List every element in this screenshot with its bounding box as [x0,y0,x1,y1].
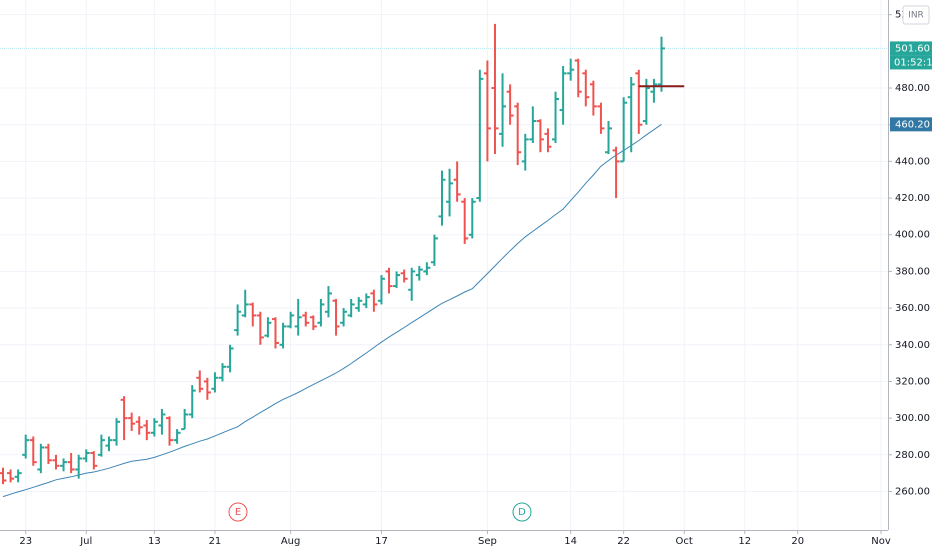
event-dividend[interactable] [512,502,532,522]
y-tick-label: 320.00 [895,376,930,387]
currency-box [902,5,930,25]
x-tick-label: 22 [617,536,630,547]
x-tick-label: Sep [478,536,497,547]
event-label: E [235,507,241,518]
y-tick-label: 340.00 [895,340,930,351]
y-tick-label: 260.00 [895,486,930,497]
x-tick-label: 23 [19,536,32,547]
x-tick-label: Aug [281,536,301,547]
price-label-box [890,117,932,132]
countdown-box [890,55,932,70]
x-tick-label: 14 [564,536,577,547]
price-label: 460.20 [895,119,930,130]
y-tick-label: 380.00 [895,266,930,277]
y-tick-label: 420.00 [895,193,930,204]
x-tick-label: 21 [209,536,222,547]
x-tick-label: Nov [871,536,891,547]
price-label: 501.60 [895,43,930,54]
y-tick-label: 300.00 [895,413,930,424]
x-tick-label: Oct [676,536,693,547]
y-tick-label: 440.00 [895,156,930,167]
moving-average [2,123,662,498]
y-tick-label: 280.00 [895,450,930,461]
y-tick-label: 360.00 [895,303,930,314]
x-tick-label: 20 [791,536,804,547]
y-tick-label: 400.00 [895,230,930,241]
event-earnings[interactable] [228,502,248,522]
y-tick-label: 480.00 [895,83,930,94]
x-tick-label: 12 [738,536,751,547]
price-label-box [890,41,932,56]
x-tick-label: 13 [148,536,161,547]
x-tick-label: Jul [79,536,92,547]
event-label: D [518,507,526,518]
x-tick-label: 17 [375,536,388,547]
currency: INR [908,11,924,21]
countdown: 01:52:12 [894,57,932,68]
